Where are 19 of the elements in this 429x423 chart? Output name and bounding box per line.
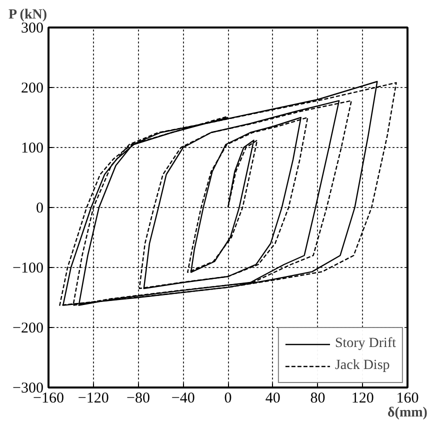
x-tick-label: −80 [126, 390, 150, 406]
y-tick-label: 200 [21, 80, 44, 96]
y-tick-label: 100 [21, 140, 44, 156]
x-tick-label: 160 [396, 390, 419, 406]
x-tick-label: 80 [310, 390, 326, 406]
x-tick-label: 40 [265, 390, 280, 406]
x-axis-title: δ(mm) [388, 406, 428, 420]
y-tick-label: 0 [36, 200, 44, 216]
x-tick-label: 0 [224, 390, 232, 406]
x-tick-label: −40 [171, 390, 195, 406]
y-tick-label: −300 [12, 380, 44, 396]
legend-label: Story Drift [334, 336, 396, 352]
y-tick-label: −200 [12, 320, 44, 336]
y-tick-label: −100 [12, 260, 44, 276]
y-tick-label: 300 [21, 20, 44, 36]
legend-label: Jack Disp [334, 358, 390, 374]
x-tick-label: 120 [351, 390, 374, 406]
y-axis-title: P (kN) [8, 8, 48, 22]
x-tick-label: −120 [78, 390, 109, 406]
